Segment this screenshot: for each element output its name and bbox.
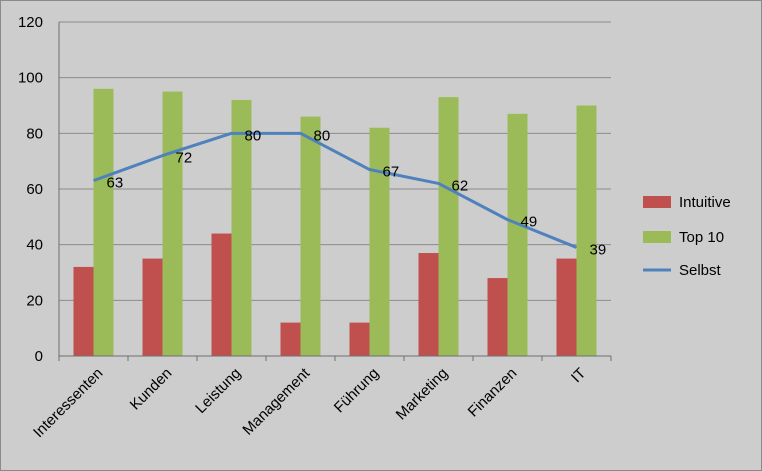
data-label-selbst: 72 [176, 150, 193, 167]
x-tick-label: Führung [331, 365, 383, 417]
legend-swatch [643, 231, 671, 243]
x-tick-label: Leistung [192, 365, 244, 417]
x-tick-label: IT [568, 365, 589, 386]
x-tick-label: Interessenten [30, 365, 106, 441]
bar-intuitive [211, 233, 232, 356]
bar-top-10 [507, 113, 528, 356]
selbst-line-series [92, 131, 578, 249]
data-label-selbst: 80 [245, 127, 262, 144]
bar-top-10 [300, 116, 321, 356]
data-label-selbst: 80 [314, 127, 331, 144]
gridlines [59, 21, 611, 301]
data-label-selbst: 63 [107, 175, 124, 192]
x-tick-label: Marketing [393, 365, 452, 424]
legend-label: Selbst [679, 262, 722, 279]
data-label-selbst: 49 [521, 214, 538, 231]
y-tick-label: 60 [26, 181, 43, 198]
bar-top-10 [438, 97, 459, 357]
y-tick-label: 80 [26, 125, 43, 142]
bar-top-10 [162, 91, 183, 356]
y-tick-label: 100 [18, 70, 43, 87]
legend-label: Top 10 [679, 229, 724, 246]
bar-top-10 [231, 99, 252, 356]
y-axis: 0 20 40 60 80 100 120 [18, 14, 60, 365]
bar-intuitive [487, 278, 508, 356]
bar-intuitive [73, 266, 94, 356]
bar-top-10 [369, 127, 390, 357]
data-label-selbst: 62 [452, 177, 469, 194]
bar-intuitive [349, 322, 370, 356]
legend-label: Intuitive [679, 194, 731, 211]
data-label-selbst: 39 [590, 241, 607, 258]
line-selbst [92, 131, 578, 249]
bars [73, 88, 597, 357]
y-tick-label: 0 [35, 348, 43, 365]
bar-intuitive [556, 258, 577, 356]
y-tick-label: 40 [26, 237, 43, 254]
x-tick-label: Management [239, 364, 314, 439]
x-tick-label: Finanzen [465, 365, 521, 421]
data-label-selbst: 67 [383, 164, 400, 181]
bar-intuitive [142, 258, 163, 356]
y-tick-label: 120 [18, 14, 43, 31]
legend-swatch [643, 196, 671, 208]
data-labels: 63 72 80 80 67 62 49 39 [107, 127, 607, 258]
bar-top-10 [576, 105, 597, 356]
bar-intuitive [418, 253, 439, 356]
y-tick-label: 20 [26, 292, 43, 309]
x-tick-label: Kunden [127, 365, 176, 414]
legend: Intuitive Top 10 Selbst [643, 194, 731, 279]
bar-intuitive [280, 322, 301, 356]
bar-top-10 [93, 88, 114, 357]
